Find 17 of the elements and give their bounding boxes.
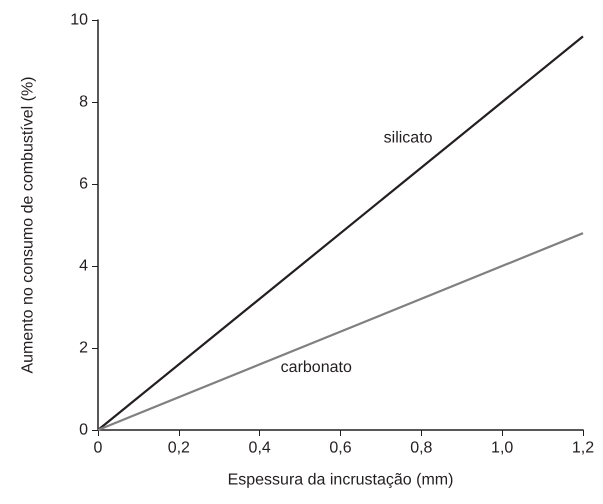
x-tick-label: 0 <box>94 440 103 456</box>
y-tick-label: 10 <box>70 12 88 28</box>
x-tick-label: 0,6 <box>329 440 352 456</box>
x-tick-label: 0,4 <box>248 440 271 456</box>
x-tick-label: 0,8 <box>410 440 433 456</box>
y-tick-label: 4 <box>79 258 88 274</box>
y-tick-label: 8 <box>79 94 88 110</box>
y-axis-title: Aumento no consumo de combustível (%) <box>20 76 36 374</box>
x-tick-label: 1,0 <box>491 440 514 456</box>
y-tick-label: 2 <box>79 340 88 356</box>
y-tick-label: 6 <box>79 176 88 192</box>
series-label: silicato <box>384 130 433 147</box>
x-axis-title: Espessura da incrustação (mm) <box>228 472 454 488</box>
series-label: carbonato <box>280 358 352 376</box>
x-tick-label: 0,2 <box>168 440 190 456</box>
y-tick-label: 0 <box>79 422 88 438</box>
x-tick-label: 1,2 <box>572 440 594 456</box>
